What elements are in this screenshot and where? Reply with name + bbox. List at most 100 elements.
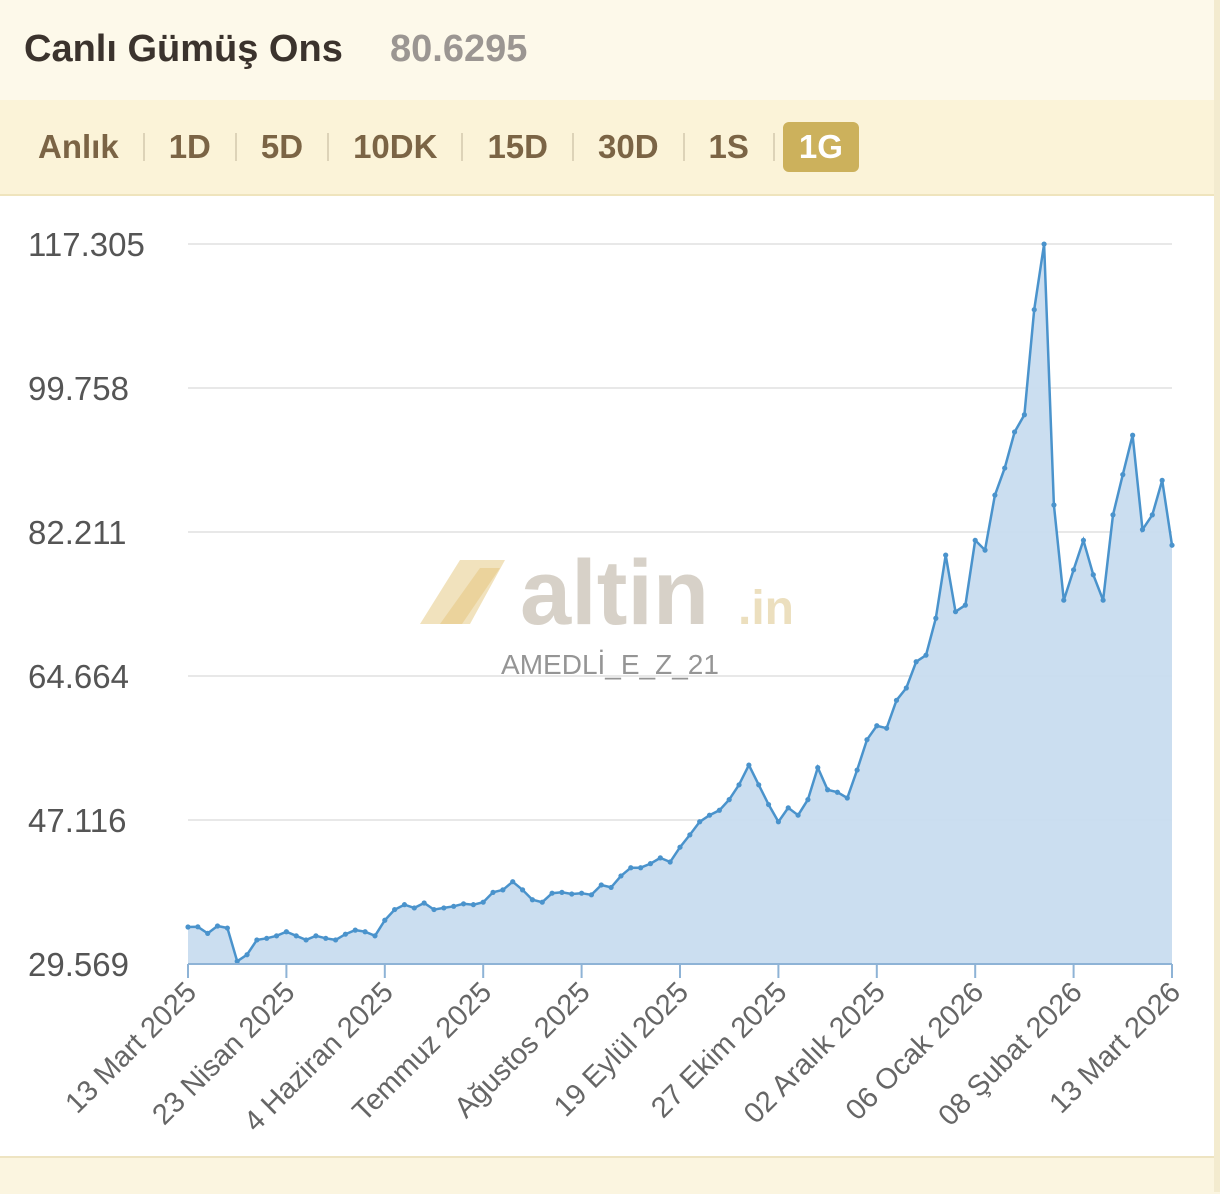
point bbox=[559, 889, 565, 895]
tab-separator bbox=[234, 133, 237, 161]
point bbox=[923, 652, 929, 658]
tab-separator bbox=[142, 133, 145, 161]
point bbox=[254, 937, 260, 943]
point bbox=[677, 844, 683, 850]
point bbox=[510, 879, 516, 885]
area-fill bbox=[188, 244, 1172, 964]
point bbox=[293, 933, 299, 939]
point bbox=[392, 906, 398, 913]
point bbox=[697, 819, 703, 825]
price: 80.6295 bbox=[390, 28, 528, 70]
point bbox=[1041, 241, 1047, 247]
logo-shape bbox=[440, 568, 500, 624]
point bbox=[785, 805, 791, 811]
point bbox=[913, 659, 919, 665]
point bbox=[972, 537, 978, 543]
point bbox=[411, 905, 417, 911]
point bbox=[1061, 597, 1067, 603]
point bbox=[687, 832, 693, 838]
point bbox=[657, 855, 663, 861]
watermark-brand: altin bbox=[520, 542, 709, 644]
point bbox=[1149, 512, 1155, 518]
point bbox=[716, 807, 722, 813]
tab[interactable]: 5D bbox=[260, 128, 304, 165]
point bbox=[992, 492, 998, 498]
point bbox=[775, 819, 782, 825]
point bbox=[333, 937, 339, 943]
point bbox=[313, 933, 319, 939]
tab-separator bbox=[571, 133, 574, 161]
tab-separator bbox=[327, 133, 330, 161]
point bbox=[628, 865, 634, 871]
point bbox=[362, 929, 368, 935]
point bbox=[588, 892, 595, 898]
point bbox=[736, 782, 742, 788]
point bbox=[982, 547, 988, 553]
point bbox=[864, 737, 870, 743]
point bbox=[1011, 429, 1018, 435]
point bbox=[765, 801, 772, 808]
point bbox=[234, 958, 240, 964]
y-tick-label: 117.305 bbox=[28, 226, 145, 263]
point bbox=[264, 935, 270, 941]
point bbox=[618, 873, 624, 879]
point bbox=[451, 903, 457, 909]
tab[interactable]: 15D bbox=[487, 128, 548, 165]
point bbox=[1051, 502, 1057, 508]
point bbox=[1002, 465, 1008, 471]
point bbox=[952, 609, 959, 615]
point bbox=[706, 812, 713, 818]
point bbox=[421, 900, 427, 906]
point bbox=[608, 884, 614, 891]
point bbox=[638, 865, 644, 871]
point bbox=[579, 890, 585, 896]
point bbox=[884, 725, 890, 731]
point bbox=[844, 795, 850, 801]
point bbox=[647, 861, 654, 867]
point bbox=[214, 923, 221, 929]
point bbox=[667, 859, 673, 865]
tab[interactable]: 30D bbox=[597, 128, 659, 165]
point bbox=[283, 929, 289, 935]
footer-band bbox=[0, 1156, 1220, 1194]
tab[interactable]: 1D bbox=[168, 128, 211, 165]
watermark: altin .in AMEDLİ_E_Z_21 bbox=[420, 542, 794, 680]
point bbox=[185, 924, 191, 930]
point bbox=[1031, 307, 1037, 313]
point bbox=[1130, 432, 1136, 438]
y-tick-label: 47.116 bbox=[28, 802, 126, 839]
point bbox=[874, 723, 880, 729]
point bbox=[903, 685, 909, 691]
point bbox=[746, 762, 752, 768]
point bbox=[1100, 597, 1106, 603]
tab-separator bbox=[772, 133, 775, 161]
point bbox=[933, 615, 939, 621]
tab[interactable]: 1S bbox=[708, 128, 749, 165]
header: Canlı Gümüş Ons 80.6295 bbox=[0, 0, 1220, 100]
point bbox=[519, 887, 526, 893]
tab[interactable]: 1G bbox=[782, 122, 859, 172]
point bbox=[795, 812, 801, 818]
point bbox=[805, 797, 811, 803]
point bbox=[1071, 567, 1077, 573]
point bbox=[1110, 512, 1116, 518]
point bbox=[539, 899, 545, 905]
point bbox=[598, 882, 604, 888]
point bbox=[549, 890, 555, 896]
watermark-user: AMEDLİ_E_Z_21 bbox=[501, 649, 719, 680]
chart: altin .in AMEDLİ_E_Z_21 29.569 47.116 64.6… bbox=[28, 226, 1187, 1138]
point bbox=[1120, 472, 1126, 478]
point bbox=[1159, 477, 1165, 483]
point bbox=[815, 765, 821, 771]
point bbox=[1080, 537, 1087, 543]
point bbox=[834, 789, 841, 795]
point bbox=[825, 787, 831, 793]
tab[interactable]: Anlık bbox=[38, 128, 119, 165]
point bbox=[854, 767, 860, 773]
point bbox=[372, 933, 378, 939]
point bbox=[205, 930, 211, 936]
point bbox=[244, 952, 250, 958]
tab[interactable]: 10DK bbox=[353, 128, 438, 165]
point bbox=[401, 902, 408, 908]
